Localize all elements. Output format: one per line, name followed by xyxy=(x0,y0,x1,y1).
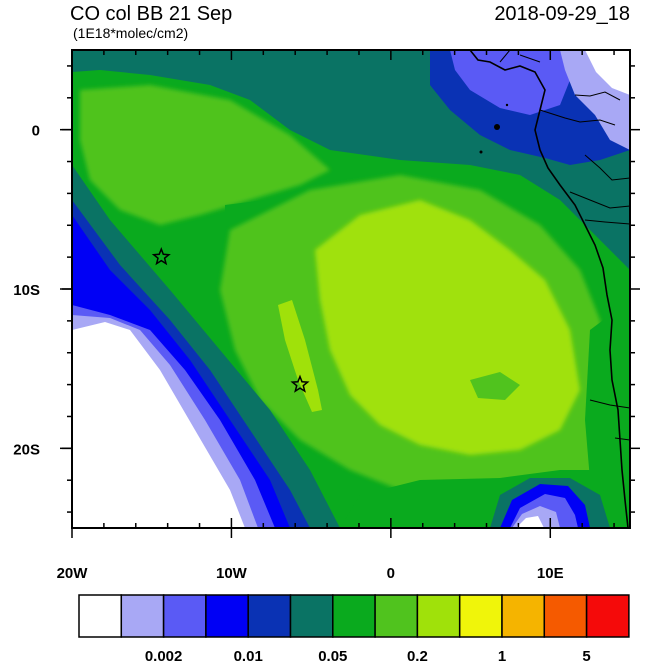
colorbar-box xyxy=(289,594,334,638)
field-lightgreen-northwest xyxy=(80,85,330,225)
axis-ticks xyxy=(60,50,640,538)
map-title: CO col BB 21 Sep xyxy=(70,3,233,25)
colorbar: 0.002 0.01 0.05 0.2 1 5 xyxy=(78,594,630,665)
colorbar-box xyxy=(332,594,376,638)
island-principe xyxy=(505,103,509,107)
field-bright-blue-northeast xyxy=(450,50,570,115)
colorbar-label: 0.002 xyxy=(145,648,183,665)
units-label: (1E18*molec/cm2) xyxy=(73,25,189,41)
colorbar-box xyxy=(416,594,461,638)
y-tick-label: 20S xyxy=(13,441,40,458)
field-white-south-blob xyxy=(516,516,544,528)
axis-labels: 20W 10W 0 10E 0 10S 20S xyxy=(13,123,563,582)
colorbar-label: 1 xyxy=(498,648,506,665)
colorbar-box xyxy=(247,594,292,638)
colorbar-box xyxy=(78,594,123,638)
colorbar-box xyxy=(501,594,546,638)
x-tick-label: 10W xyxy=(216,565,248,582)
colorbar-label: 0.01 xyxy=(234,648,263,665)
island-sao-tome xyxy=(479,150,483,154)
colorbar-box xyxy=(458,594,503,638)
african-coastline xyxy=(469,50,629,528)
field-green-patch-south xyxy=(470,372,520,400)
datetime-label: 2018-09-29_18 xyxy=(494,3,630,25)
stars-layer xyxy=(151,247,310,393)
field-yellowgreen-streak xyxy=(278,300,322,412)
colorbar-box xyxy=(374,594,419,638)
location-star xyxy=(290,374,310,393)
x-tick-label: 10E xyxy=(537,565,564,582)
field-white-northeast xyxy=(585,50,630,95)
field-teal-southwest-band xyxy=(72,165,340,528)
colorbar-label: 5 xyxy=(582,648,590,665)
colorbar-label: 0.05 xyxy=(318,648,347,665)
x-tick-label: 20W xyxy=(57,565,89,582)
y-tick-label: 10S xyxy=(13,282,40,299)
colorbar-box xyxy=(162,594,207,638)
colorbar-box xyxy=(543,594,588,638)
field-white-southwest xyxy=(72,322,245,528)
x-tick-label: 0 xyxy=(387,565,395,582)
colorbar-box xyxy=(585,594,630,638)
co-field xyxy=(72,50,630,528)
colorbar-box xyxy=(205,594,249,638)
colorbar-box xyxy=(120,594,165,638)
location-star xyxy=(151,247,171,266)
colorbar-label: 0.2 xyxy=(407,648,428,665)
island-bioko xyxy=(494,124,500,130)
country-borders xyxy=(499,50,630,441)
y-tick-label: 0 xyxy=(32,123,40,140)
